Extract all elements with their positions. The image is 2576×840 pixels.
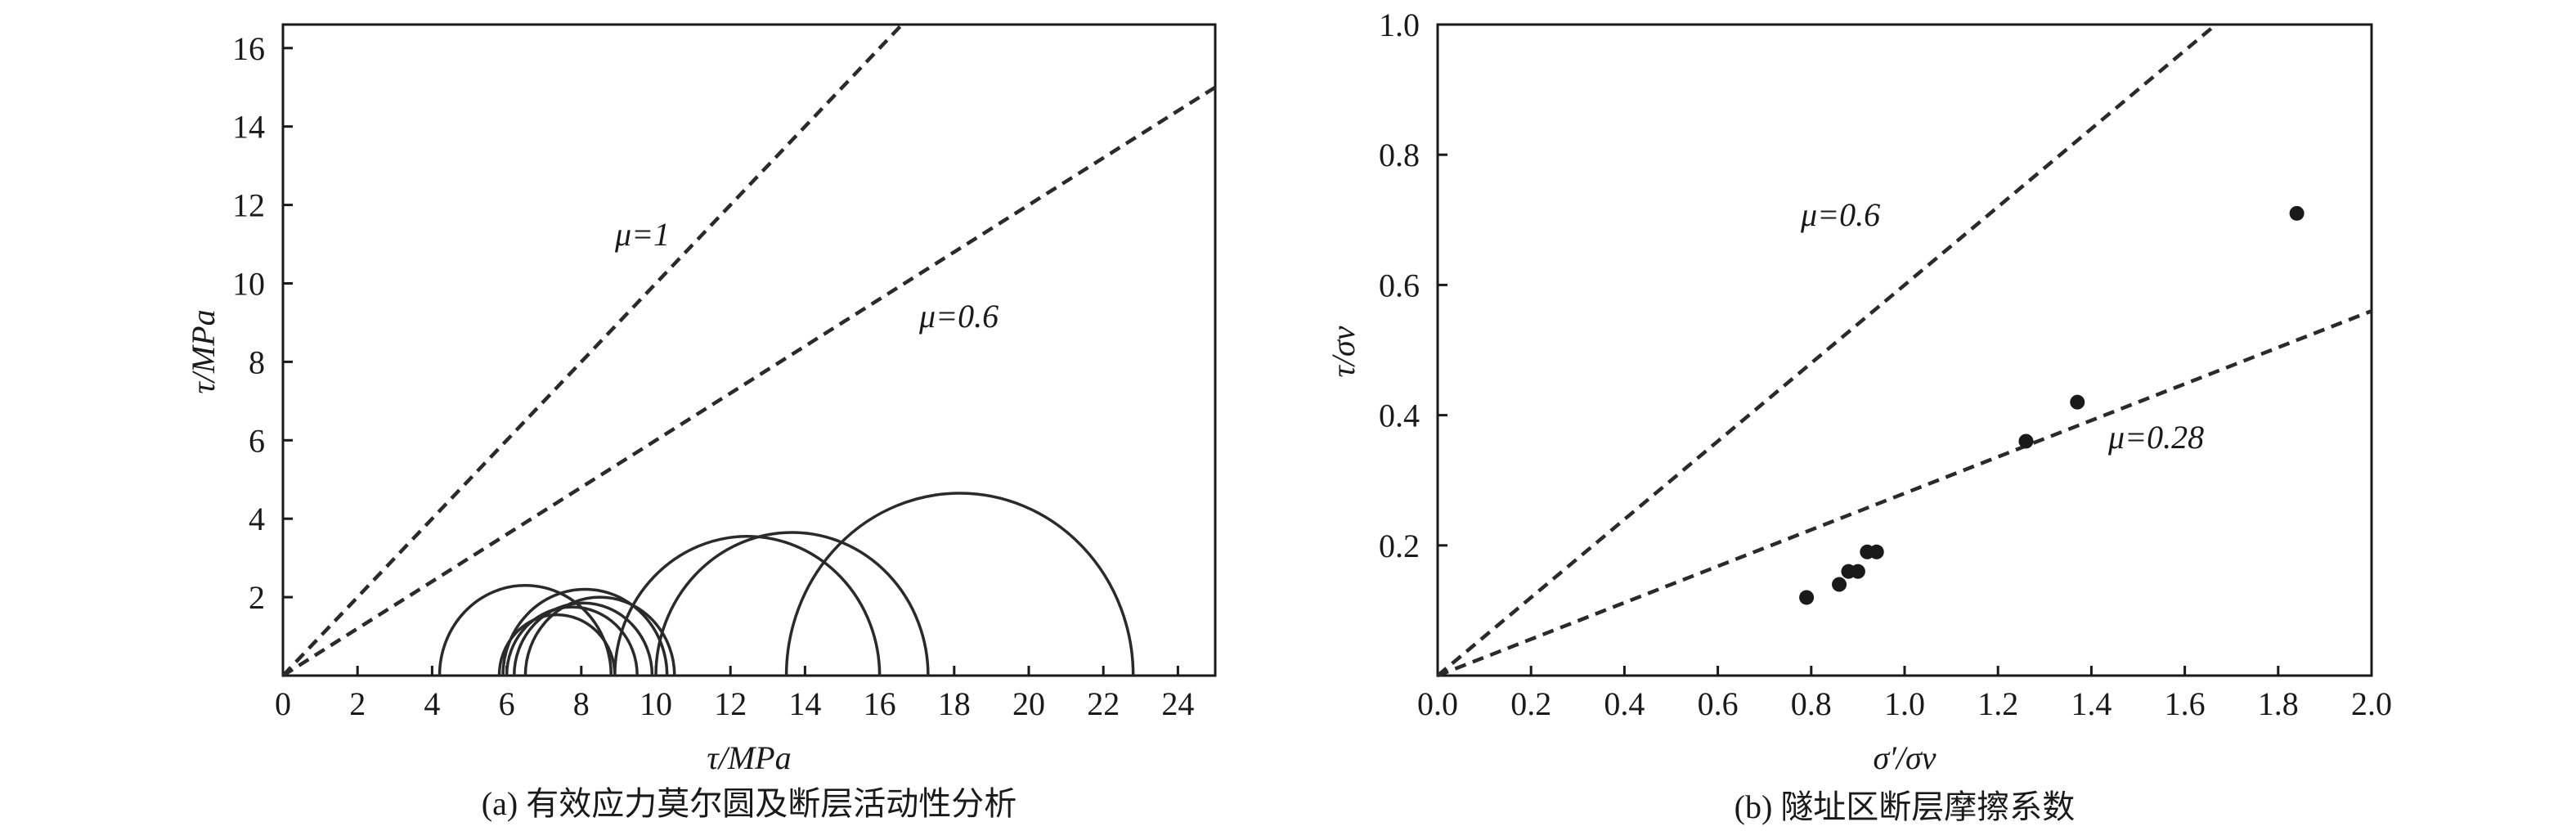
y-tick-label: 0.6 [1379,267,1420,303]
data-point [1850,564,1865,579]
x-tick-label: 12 [714,685,747,722]
x-tick-label: 22 [1087,685,1120,722]
x-tick-label: 0.2 [1510,685,1551,722]
mohr-circle [505,605,639,676]
x-tick-label: 24 [1161,685,1194,722]
y-tick-label: 0.2 [1379,528,1420,564]
x-tick-label: 1.8 [2258,685,2299,722]
friction-line [281,23,904,677]
y-tick-label: 10 [232,265,265,302]
panel-b-mu028-label: μ=0.28 [2107,419,2204,456]
panel-b-mu06-label: μ=0.6 [1800,196,1880,233]
mohr-circle [654,531,930,676]
x-tick-label: 8 [573,685,590,722]
panel-b-ticks: 0.0 0.2 0.4 0.6 0.8 1.0 1.2 1.4 1.6 1.8 2.0 0.2 0.4 0… [1379,7,2392,722]
friction-line [281,85,1217,677]
y-tick-label: 0.8 [1379,137,1420,173]
y-tick-label: 4 [249,501,265,537]
x-tick-label: 0 [275,685,291,722]
friction-line [1437,309,2372,678]
x-tick-label: 4 [424,685,440,722]
panel-b-friction-lines [1436,23,2372,678]
friction-line [1436,23,2218,677]
x-tick-label: 0.4 [1604,685,1645,722]
data-point [2018,433,2034,449]
x-tick-label: 18 [938,685,971,722]
y-tick-label: 0.4 [1379,398,1420,434]
y-tick-label: 2 [249,579,265,616]
mohr-circle [497,613,617,676]
x-tick-label: 1.4 [2071,685,2112,722]
x-tick-label: 1.2 [1977,685,2018,722]
y-tick-label: 8 [249,344,265,380]
y-tick-label: 16 [232,30,265,67]
x-tick-label: 10 [640,685,672,722]
data-point [1832,577,1847,592]
y-tick-label: 14 [232,109,265,146]
panel-a-friction-lines [281,23,1217,677]
x-tick-label: 1.6 [2165,685,2206,722]
mohr-circle [512,601,654,676]
mohr-circle [438,583,613,676]
panel-a-mohr-circles-group [438,492,1135,676]
mohr-circle [613,535,882,676]
panel-b-caption: (b) 隧址区断层摩擦系数 [1735,788,2076,825]
x-tick-label: 1.0 [1884,685,1925,722]
panel-a-x-axis-title: τ/MPa [707,739,791,776]
x-tick-label: 0.8 [1791,685,1832,722]
mohr-circle [523,595,676,676]
x-tick-label: 0.6 [1698,685,1739,722]
panel-b-x-axis-title: σ′/σv [1873,739,1936,776]
panel-a-mu1-label: μ=1 [614,216,670,253]
y-tick-label: 6 [249,422,265,459]
x-tick-label: 20 [1012,685,1045,722]
y-tick-label: 12 [232,187,265,224]
x-tick-label: 14 [788,685,821,722]
panel-b-y-axis-title: τ/σv [1325,326,1362,377]
panel-a-mu06-label: μ=0.6 [918,298,999,335]
mohr-circle [784,492,1135,676]
x-tick-label: 2.0 [2351,685,2392,722]
x-tick-label: 0.0 [1417,685,1458,722]
data-point [1869,544,1884,559]
data-point [2070,394,2085,410]
x-tick-label: 2 [349,685,366,722]
x-tick-label: 16 [864,685,896,722]
panel-b-friction-coefficient: 0.0 0.2 0.4 0.6 0.8 1.0 1.2 1.4 1.6 1.8 2.0 0.2 0.4 0… [1325,7,2392,825]
panel-a-caption: (a) 有效应力莫尔圆及断层活动性分析 [482,785,1016,822]
x-tick-label: 6 [499,685,515,722]
panel-a-y-axis-title: τ/MPa [185,309,222,393]
panel-a-plot-frame [281,23,1217,677]
panel-b-plot-frame [1436,23,2373,677]
mohr-circle [501,587,669,676]
data-point [1799,590,1815,605]
y-tick-label: 1.0 [1379,7,1420,43]
panel-b-scatter-points [1799,205,2304,605]
data-point [2289,205,2304,221]
